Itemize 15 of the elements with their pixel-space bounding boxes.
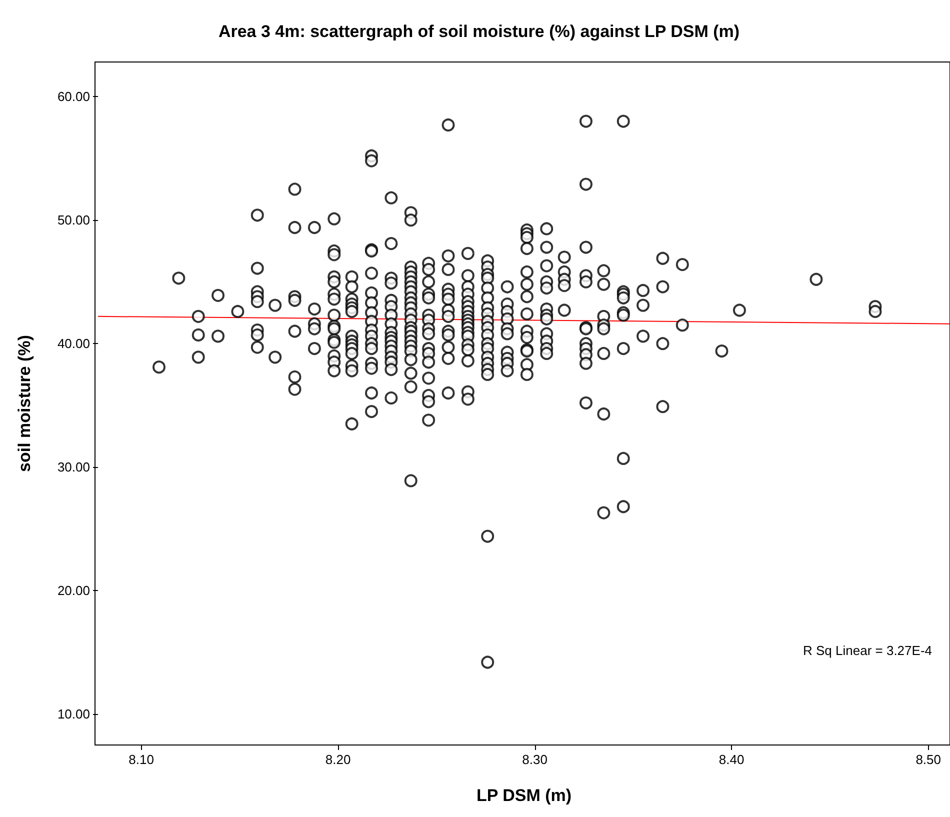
y-tick-label: 30.00 xyxy=(57,460,90,475)
x-tick-label: 8.50 xyxy=(916,752,942,767)
x-tick-label: 8.30 xyxy=(522,752,548,767)
x-tick-label: 8.20 xyxy=(325,752,351,767)
y-tick-label: 20.00 xyxy=(57,583,90,598)
y-axis-title: soil moisture (%) xyxy=(15,335,34,472)
x-tick-label: 8.10 xyxy=(128,752,154,767)
annotation: R Sq Linear = 3.27E-4 xyxy=(803,643,932,658)
y-tick-label: 10.00 xyxy=(57,706,90,722)
y-tick-label: 40.00 xyxy=(57,336,90,352)
y-tick-label: 60.00 xyxy=(57,89,90,104)
x-tick-label: 8.40 xyxy=(718,752,744,767)
x-axis-title: LP DSM (m) xyxy=(476,786,572,805)
y-tick-label: 50.00 xyxy=(57,212,90,228)
chart-title: Area 3 4m: scattergraph of soil moisture (%) against LP DSM (m) xyxy=(218,22,740,41)
